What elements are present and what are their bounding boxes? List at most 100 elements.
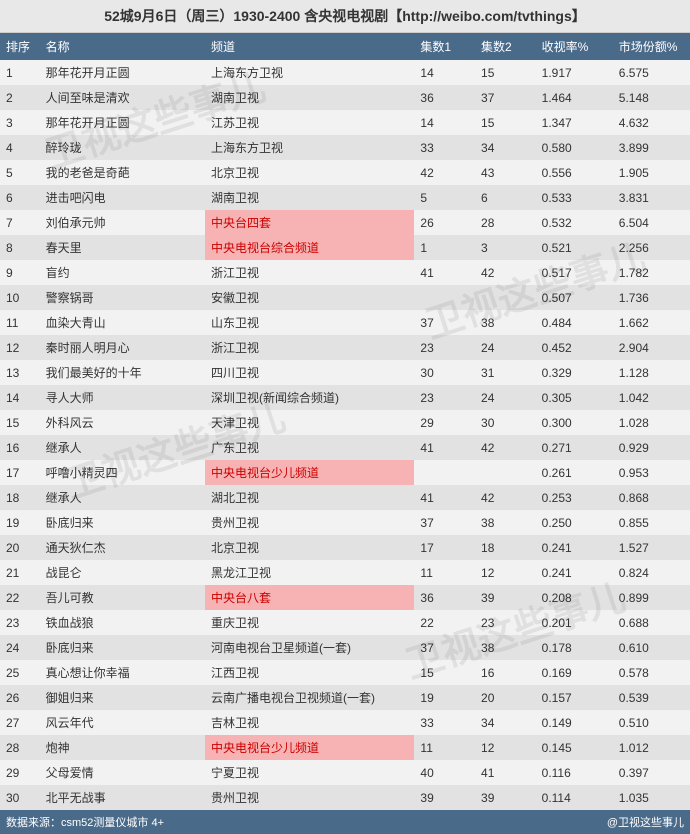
cell-channel: 湖南卫视	[205, 85, 414, 110]
cell-name: 继承人	[40, 435, 205, 460]
col-share: 市场份额%	[613, 33, 690, 60]
table-row: 3那年花开月正圆江苏卫视14151.3474.632	[0, 110, 690, 135]
table-row: 17呼噜小精灵四中央电视台少儿频道0.2610.953	[0, 460, 690, 485]
cell-share: 2.904	[613, 335, 690, 360]
cell-rating: 0.145	[536, 735, 613, 760]
cell-ep2: 42	[475, 260, 536, 285]
cell-rating: 0.178	[536, 635, 613, 660]
cell-rating: 0.157	[536, 685, 613, 710]
cell-channel: 浙江卫视	[205, 335, 414, 360]
cell-rank: 2	[0, 85, 40, 110]
cell-channel: 广东卫视	[205, 435, 414, 460]
cell-rating: 0.305	[536, 385, 613, 410]
cell-share: 0.610	[613, 635, 690, 660]
cell-rank: 4	[0, 135, 40, 160]
table-body: 1那年花开月正圆上海东方卫视14151.9176.5752人间至味是清欢湖南卫视…	[0, 60, 690, 810]
cell-rating: 0.149	[536, 710, 613, 735]
cell-rank: 22	[0, 585, 40, 610]
cell-rank: 9	[0, 260, 40, 285]
table-row: 12秦时丽人明月心浙江卫视23240.4522.904	[0, 335, 690, 360]
cell-name: 风云年代	[40, 710, 205, 735]
cell-ep1: 30	[414, 360, 475, 385]
cell-share: 0.539	[613, 685, 690, 710]
table-row: 1那年花开月正圆上海东方卫视14151.9176.575	[0, 60, 690, 85]
cell-ep2: 31	[475, 360, 536, 385]
cell-rank: 15	[0, 410, 40, 435]
cell-ep1: 37	[414, 510, 475, 535]
cell-ep2: 34	[475, 135, 536, 160]
cell-ep1: 40	[414, 760, 475, 785]
cell-ep2: 28	[475, 210, 536, 235]
cell-rank: 25	[0, 660, 40, 685]
cell-channel: 中央台四套	[205, 210, 414, 235]
cell-rank: 10	[0, 285, 40, 310]
table-row: 30北平无战事贵州卫视39390.1141.035	[0, 785, 690, 810]
cell-ep1: 1	[414, 235, 475, 260]
cell-ep1: 26	[414, 210, 475, 235]
ratings-table: 排序 名称 频道 集数1 集数2 收视率% 市场份额% 1那年花开月正圆上海东方…	[0, 33, 690, 810]
table-header: 排序 名称 频道 集数1 集数2 收视率% 市场份额%	[0, 33, 690, 60]
cell-share: 1.662	[613, 310, 690, 335]
cell-name: 秦时丽人明月心	[40, 335, 205, 360]
cell-channel: 上海东方卫视	[205, 60, 414, 85]
cell-channel: 中央电视台少儿频道	[205, 735, 414, 760]
table-row: 4醉玲珑上海东方卫视33340.5803.899	[0, 135, 690, 160]
cell-ep2: 15	[475, 110, 536, 135]
cell-rank: 5	[0, 160, 40, 185]
cell-channel: 湖北卫视	[205, 485, 414, 510]
cell-ep1: 5	[414, 185, 475, 210]
cell-ep2: 42	[475, 435, 536, 460]
table-footer: 数据来源：csm52测量仪城市 4+ @卫视这些事儿	[0, 810, 690, 834]
cell-share: 0.510	[613, 710, 690, 735]
cell-share: 0.899	[613, 585, 690, 610]
cell-rank: 23	[0, 610, 40, 635]
table-row: 24卧底归来河南电视台卫星频道(一套)37380.1780.610	[0, 635, 690, 660]
cell-rating: 0.201	[536, 610, 613, 635]
cell-ep1: 11	[414, 560, 475, 585]
cell-ep2: 38	[475, 635, 536, 660]
cell-rank: 14	[0, 385, 40, 410]
cell-channel: 重庆卫视	[205, 610, 414, 635]
cell-channel: 上海东方卫视	[205, 135, 414, 160]
cell-rating: 0.484	[536, 310, 613, 335]
table-row: 14寻人大师深圳卫视(新闻综合频道)23240.3051.042	[0, 385, 690, 410]
cell-rating: 0.452	[536, 335, 613, 360]
cell-channel: 江苏卫视	[205, 110, 414, 135]
table-row: 28炮神中央电视台少儿频道11120.1451.012	[0, 735, 690, 760]
cell-channel: 湖南卫视	[205, 185, 414, 210]
cell-ep2: 6	[475, 185, 536, 210]
table-row: 5我的老爸是奇葩北京卫视42430.5561.905	[0, 160, 690, 185]
cell-share: 1.035	[613, 785, 690, 810]
cell-rating: 0.517	[536, 260, 613, 285]
cell-rating: 0.300	[536, 410, 613, 435]
cell-rating: 0.329	[536, 360, 613, 385]
cell-rating: 0.241	[536, 560, 613, 585]
col-name: 名称	[40, 33, 205, 60]
page-title: 52城9月6日（周三）1930-2400 含央视电视剧【http://weibo…	[0, 0, 690, 33]
cell-rank: 24	[0, 635, 40, 660]
cell-rank: 19	[0, 510, 40, 535]
cell-ep2: 24	[475, 335, 536, 360]
table-row: 9盲约浙江卫视41420.5171.782	[0, 260, 690, 285]
cell-name: 吾儿可教	[40, 585, 205, 610]
cell-ep1: 41	[414, 485, 475, 510]
cell-ep2: 12	[475, 735, 536, 760]
cell-ep2: 18	[475, 535, 536, 560]
cell-ep2: 34	[475, 710, 536, 735]
table-row: 18继承人湖北卫视41420.2530.868	[0, 485, 690, 510]
cell-ep2: 15	[475, 60, 536, 85]
cell-rating: 1.464	[536, 85, 613, 110]
cell-rank: 1	[0, 60, 40, 85]
cell-rank: 27	[0, 710, 40, 735]
cell-channel: 安徽卫视	[205, 285, 414, 310]
cell-rating: 1.347	[536, 110, 613, 135]
cell-channel: 中央电视台综合频道	[205, 235, 414, 260]
cell-share: 1.527	[613, 535, 690, 560]
cell-share: 1.736	[613, 285, 690, 310]
cell-share: 0.688	[613, 610, 690, 635]
cell-rank: 6	[0, 185, 40, 210]
cell-name: 春天里	[40, 235, 205, 260]
cell-name: 御姐归来	[40, 685, 205, 710]
col-ep1: 集数1	[414, 33, 475, 60]
cell-rating: 0.521	[536, 235, 613, 260]
